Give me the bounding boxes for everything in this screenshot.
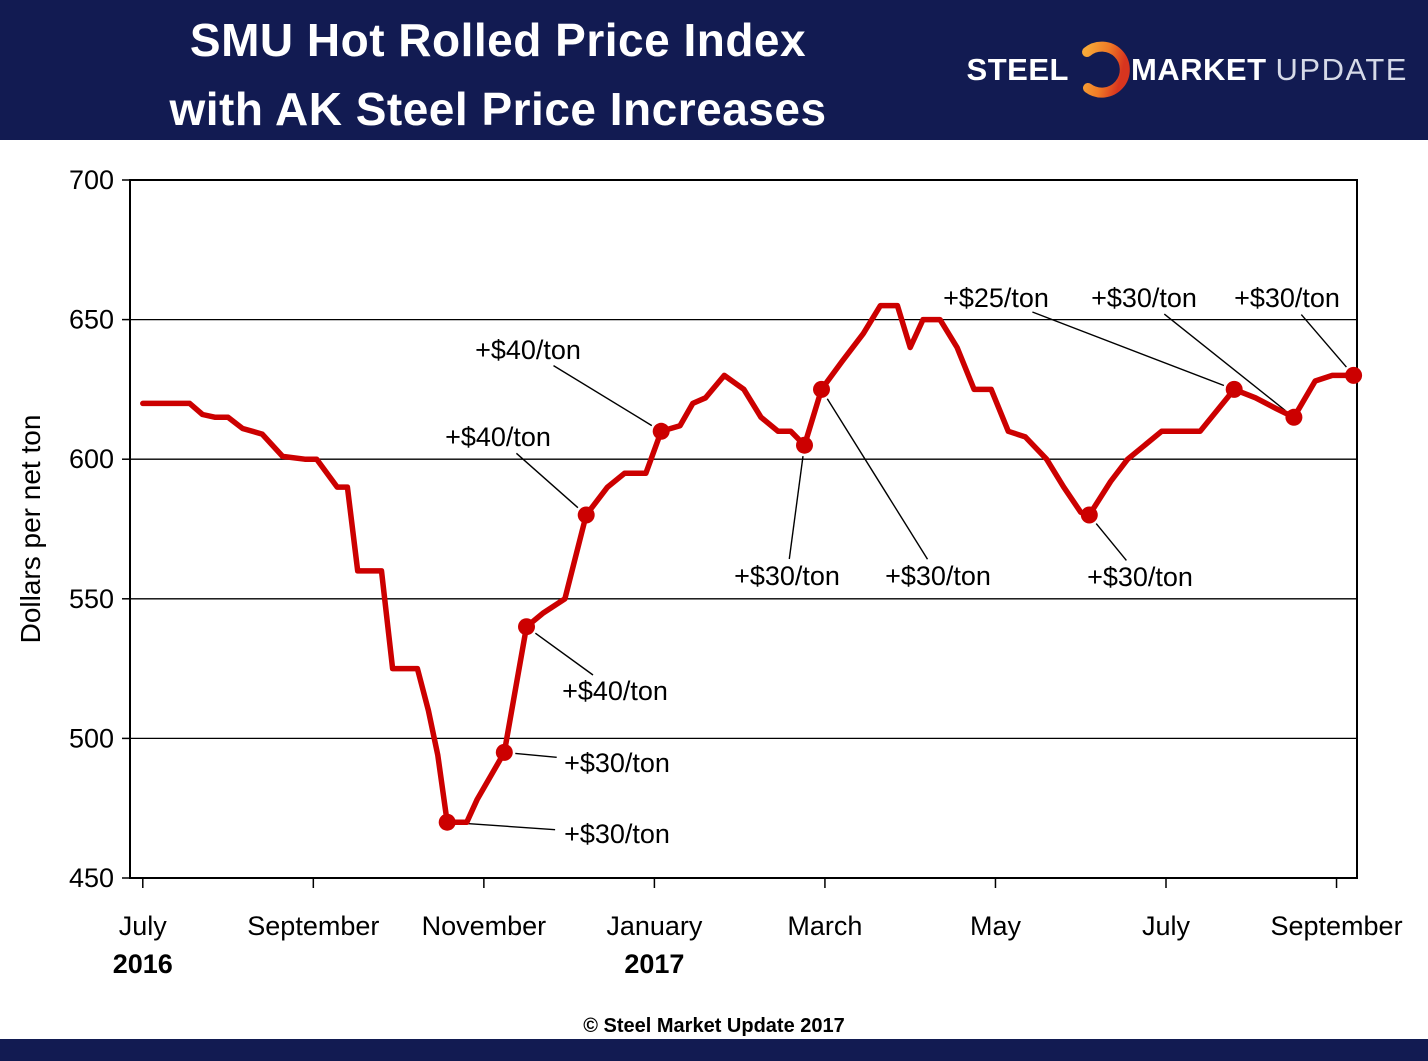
logo-crescent-icon — [1081, 41, 1130, 98]
annotation-label: +$30/ton — [1087, 562, 1193, 592]
x-tick-label: September — [247, 911, 379, 941]
logo-update-text: UPDATE — [1275, 52, 1408, 87]
chart-title-line1: SMU Hot Rolled Price Index — [189, 14, 807, 66]
annotation-leader — [534, 632, 594, 676]
smu-logo: STEEL MARKET UPDATE — [967, 36, 1408, 104]
annotation-leader — [1300, 314, 1347, 368]
x-tick-label: July — [1142, 911, 1191, 941]
annotation-label: +$30/ton — [734, 561, 840, 591]
x-tick-label: September — [1270, 911, 1402, 941]
annotation-leader — [1095, 523, 1127, 561]
annotation-label: +$25/ton — [943, 283, 1049, 313]
annotation-leader — [1032, 311, 1225, 387]
annotation-leader — [1163, 313, 1286, 412]
y-axis-title: Dollars per net ton — [15, 415, 46, 644]
bottom-bar — [0, 1039, 1428, 1061]
price-increase-marker — [1285, 408, 1303, 426]
y-tick-label: 650 — [69, 305, 114, 335]
x-tick-label: November — [422, 911, 547, 941]
header-banner: SMU Hot Rolled Price Index with AK Steel… — [0, 0, 1428, 140]
x-tick-year-label: 2016 — [113, 949, 173, 979]
y-tick-label: 600 — [69, 444, 114, 474]
x-tick-label: May — [970, 911, 1022, 941]
annotation-label: +$30/ton — [564, 748, 670, 778]
logo-steel-text: STEEL — [966, 52, 1069, 87]
annotation-label: +$30/ton — [885, 561, 991, 591]
annotation-label: +$40/ton — [475, 335, 581, 365]
price-increase-marker — [577, 506, 595, 524]
price-increase-marker — [495, 743, 513, 761]
copyright-text: © Steel Market Update 2017 — [583, 1015, 845, 1037]
x-tick-label: March — [787, 911, 862, 941]
y-tick-label: 500 — [69, 723, 114, 753]
chart-title-line2: with AK Steel Price Increases — [169, 83, 827, 135]
annotation-label: +$30/ton — [1091, 283, 1197, 313]
annotation-label: +$40/ton — [562, 676, 668, 706]
x-tick-label: January — [606, 911, 703, 941]
price-increase-marker — [518, 618, 535, 636]
annotation-leader — [788, 456, 804, 560]
annotation-leader — [515, 752, 557, 758]
annotation-leader — [515, 452, 579, 509]
price-increase-marker — [1345, 366, 1363, 384]
annotation-label: +$40/ton — [445, 422, 551, 452]
logo-market-text: MARKET — [1130, 52, 1267, 87]
annotation-leader — [826, 398, 929, 560]
price-increase-marker — [1225, 380, 1243, 398]
annotation-label: +$30/ton — [1234, 283, 1340, 313]
chart-title: SMU Hot Rolled Price Index with AK Steel… — [140, 6, 856, 144]
y-tick-label: 700 — [69, 165, 114, 195]
annotation-leader — [458, 822, 556, 831]
price-increase-marker — [652, 422, 670, 440]
plot-frame — [129, 179, 1358, 879]
price-increase-marker — [438, 813, 456, 831]
price-increase-marker — [796, 436, 813, 454]
price-increase-marker — [813, 380, 830, 398]
annotation-leader — [553, 365, 653, 427]
x-tick-label: July — [119, 911, 168, 941]
price-line — [140, 302, 1357, 825]
annotation-label: +$30/ton — [564, 819, 670, 849]
y-tick-label: 450 — [69, 863, 114, 893]
y-tick-label: 550 — [69, 584, 114, 614]
price-increase-marker — [1080, 506, 1098, 524]
x-tick-year-label: 2017 — [624, 949, 684, 979]
